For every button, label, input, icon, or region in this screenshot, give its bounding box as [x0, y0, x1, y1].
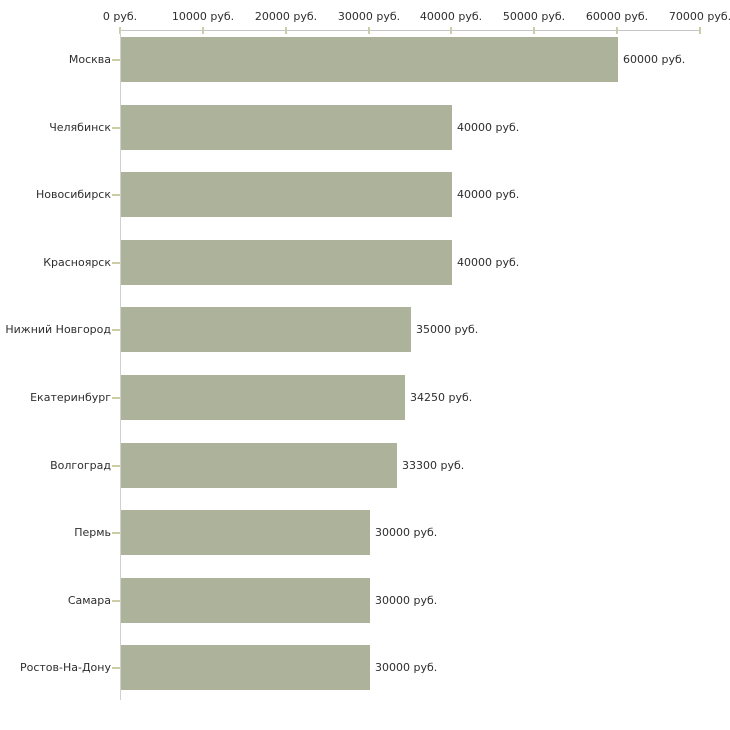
category-label: Ростов-На-Дону — [19, 661, 111, 674]
bar-value-label: 30000 руб. — [375, 594, 438, 607]
category-tick-mark — [112, 397, 120, 399]
category-label: Новосибирск — [35, 188, 111, 201]
bar-value-label: 30000 руб. — [375, 661, 438, 674]
category-label: Волгоград — [50, 459, 111, 472]
x-axis-tick-label: 30000 руб. — [337, 10, 401, 23]
bar — [121, 443, 397, 488]
bar-value-label: 60000 руб. — [623, 53, 686, 66]
category-tick-mark — [112, 532, 120, 534]
category-tick-mark — [112, 465, 120, 467]
category-tick-mark — [112, 329, 120, 331]
bar — [121, 578, 370, 623]
bar — [121, 307, 411, 352]
bar-value-label: 40000 руб. — [457, 256, 520, 269]
x-axis-tick-label: 70000 руб. — [668, 10, 730, 23]
bar-value-label: 35000 руб. — [416, 323, 479, 336]
category-label: Самара — [67, 594, 111, 607]
category-label: Екатеринбург — [30, 391, 111, 404]
bar-value-label: 30000 руб. — [375, 526, 438, 539]
category-tick-mark — [112, 600, 120, 602]
category-tick-mark — [112, 194, 120, 196]
y-axis-line — [120, 30, 121, 700]
bar — [121, 240, 452, 285]
bar-value-label: 40000 руб. — [457, 121, 520, 134]
x-axis-tick-label: 40000 руб. — [419, 10, 483, 23]
bar-value-label: 40000 руб. — [457, 188, 520, 201]
bar — [121, 645, 370, 690]
category-tick-mark — [112, 59, 120, 61]
x-axis-tick-label: 20000 руб. — [254, 10, 318, 23]
category-tick-mark — [112, 667, 120, 669]
x-axis-tick-label: 60000 руб. — [585, 10, 649, 23]
x-axis-tick-label: 50000 руб. — [502, 10, 566, 23]
category-label: Пермь — [74, 526, 111, 539]
category-tick-mark — [112, 262, 120, 264]
bar — [121, 172, 452, 217]
bar — [121, 510, 370, 555]
category-label: Москва — [68, 53, 111, 66]
bar-value-label: 33300 руб. — [402, 459, 465, 472]
x-axis-line — [120, 30, 701, 31]
bar — [121, 37, 618, 82]
category-label: Нижний Новгород — [5, 323, 111, 336]
category-label: Красноярск — [43, 256, 111, 269]
x-axis-tick-label: 10000 руб. — [171, 10, 235, 23]
x-axis-tick-label: 0 руб. — [102, 10, 138, 23]
category-tick-mark — [112, 127, 120, 129]
bar — [121, 105, 452, 150]
bar — [121, 375, 405, 420]
bar-value-label: 34250 руб. — [410, 391, 473, 404]
category-label: Челябинск — [49, 121, 111, 134]
